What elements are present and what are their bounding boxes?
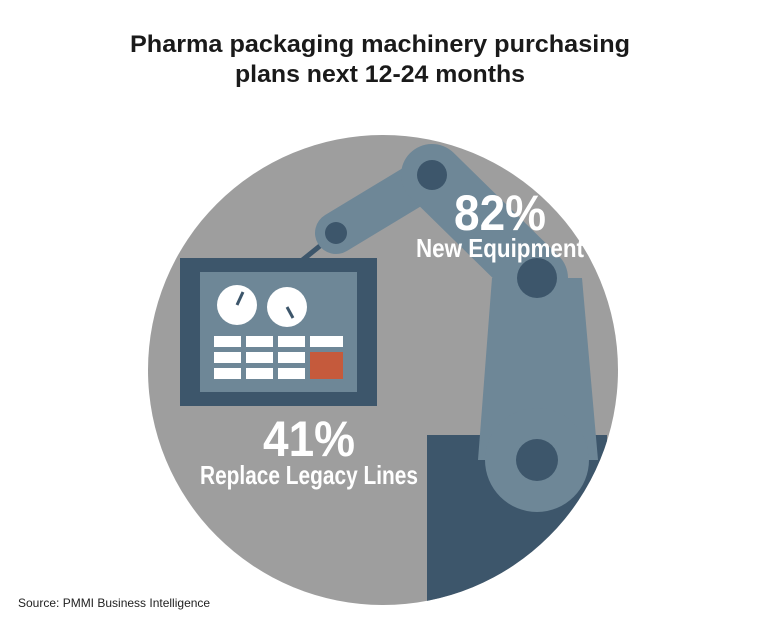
stat-label: New Equipment xyxy=(416,233,584,263)
stat-label: Replace Legacy Lines xyxy=(200,460,418,490)
stat-value: 41% xyxy=(263,411,355,467)
illustration xyxy=(148,135,618,605)
title-line: Pharma packaging machinery purchasing xyxy=(130,31,630,58)
title-line: plans next 12-24 months xyxy=(235,61,525,88)
source: Source: PMMI Business Intelligence xyxy=(18,596,210,610)
stat-value: 82% xyxy=(454,185,546,241)
